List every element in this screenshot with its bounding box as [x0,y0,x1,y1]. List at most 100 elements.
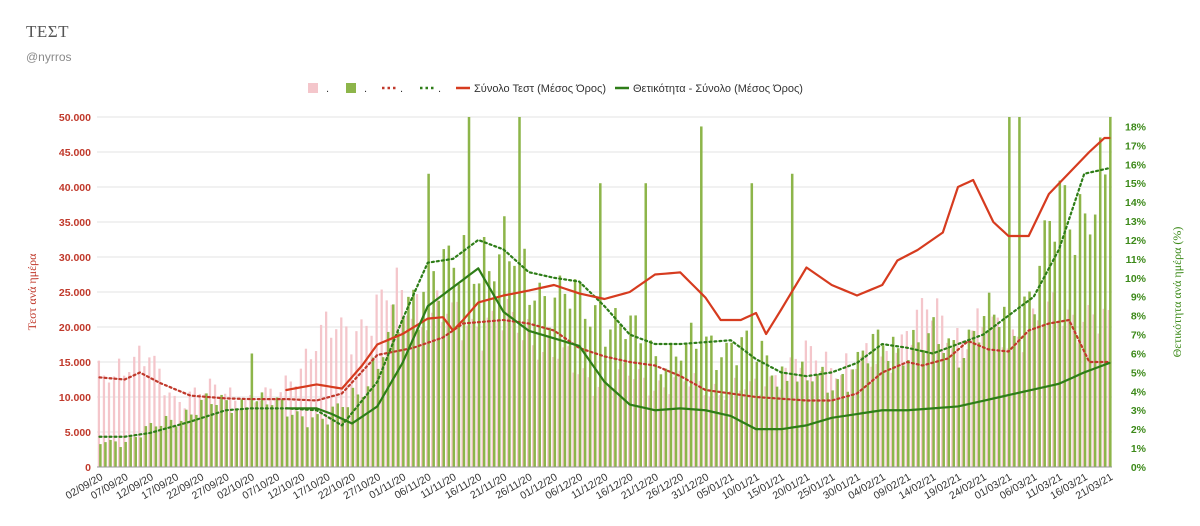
tests-bar [567,346,570,467]
positivity-bar [644,183,648,467]
tests-bar [577,374,580,467]
positivity-bar [684,342,688,467]
positivity-bar [250,353,254,467]
y-left-tick-label: 25.000 [59,287,91,299]
y-right-tick-label: 9% [1131,292,1147,304]
positivity-bar [639,343,642,467]
tests-bar [284,375,287,467]
tests-bar [835,378,838,467]
positivity-bar [679,360,683,467]
positivity-bar [482,236,486,467]
positivity-bar [134,437,137,467]
tests-bar [981,327,984,467]
tests-bar [819,370,823,467]
series-lines [98,136,1111,438]
positivity-bar [427,173,430,467]
tests-bar [1016,336,1020,467]
positivity-bar [1068,229,1072,467]
tests-bar [1082,321,1085,467]
positivity-bar [992,314,996,467]
positivity-bar [321,418,324,467]
tests-bar [123,375,126,467]
tests-bar [117,358,121,467]
positivity-bar [99,444,102,467]
tests-bar [961,340,964,467]
tests-bar [168,392,171,467]
positivity-bar [705,336,708,467]
tests-bar [193,387,196,467]
positivity-bar [447,245,451,467]
tests-bar [203,393,207,467]
positivity-bar [861,350,865,467]
positivity-bar [583,318,587,467]
positivity-bar [205,393,208,467]
y-right-tick-label: 14% [1125,197,1147,209]
tests-bar [915,309,919,467]
tests-bar [638,369,641,467]
tests-bar [461,340,464,467]
positivity-bar [1008,117,1011,467]
tests-bar [1026,332,1030,467]
positivity-bar [260,392,264,467]
positivity-bar [891,336,895,467]
tests-bar [809,346,813,467]
positivity-bar [179,420,183,467]
tests-bars [97,267,1110,467]
tests-bar [425,330,429,467]
tests-bar [264,387,267,467]
positivity-bar [119,447,122,467]
tests-bar [269,388,272,467]
tests-bar [102,375,106,467]
positivity-bar [846,391,849,467]
y-left-axis-title: Τεστ ανά ημέρα [25,253,39,331]
y-left-tick-label: 10.000 [59,392,91,404]
positivity-bar [195,414,198,467]
y-right-tick-label: 13% [1125,216,1147,228]
tests-bar [466,325,469,467]
tests-bar [784,367,787,467]
y-left-tick-label: 20.000 [59,322,91,334]
y-right-tick-label: 0% [1131,462,1147,474]
positivity-bar [1109,117,1112,467]
positivity-bar [200,399,203,467]
positivity-bar [1028,291,1031,467]
positivity-bar [816,374,819,467]
tests-bar [279,392,282,467]
positivity-bar [856,351,860,467]
tests-bar [112,376,116,467]
positivity-bar [104,442,107,467]
positivity-bar [169,419,173,467]
positivity-bar [1013,335,1016,467]
tests-bar [769,376,772,467]
tests-bar [476,326,479,467]
positivity-bar [301,416,304,467]
average-series-line [285,267,1111,431]
positivity-bar [755,361,759,467]
legend-label: Θετικότητα - Σύνολο (Μέσος Όρος) [633,83,803,95]
tests-bar [244,399,247,467]
tests-bar [789,357,792,467]
positivity-bar [669,342,673,467]
chart-title: ΤΕΣΤ [26,22,70,41]
tests-bar [1057,322,1060,467]
tests-bar [471,318,474,467]
tests-bar [491,310,494,467]
positivity-bar [538,282,541,467]
positivity-bar [285,416,289,467]
y-right-tick-label: 17% [1125,140,1147,152]
positivity-bar [341,407,345,467]
tests-bar [890,372,893,467]
positivity-bar [745,330,749,467]
positivity-bar [1003,306,1006,467]
tests-bar [415,294,419,467]
tests-bar [900,334,903,467]
positivity-bar [462,235,466,467]
positivity-bar [215,404,218,467]
tests-bar [814,360,818,467]
positivity-bar [760,340,764,467]
positivity-bar [987,292,991,467]
positivity-bar [599,183,602,467]
tests-bar [607,384,611,467]
y-left-tick-label: 30.000 [59,252,91,264]
y-right-tick-label: 3% [1131,405,1147,417]
